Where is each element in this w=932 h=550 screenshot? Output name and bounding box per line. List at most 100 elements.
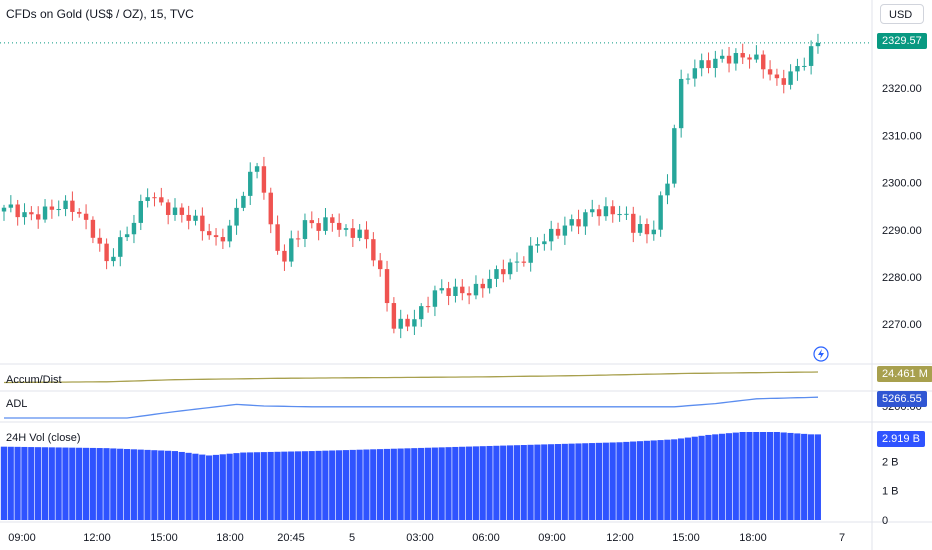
volume-bar [171, 451, 178, 520]
candle-body [241, 195, 246, 208]
volume-bar [390, 448, 397, 520]
time-tick-label: 03:00 [406, 532, 434, 544]
candle-body [90, 219, 96, 238]
volume-bar [671, 439, 678, 520]
volume-bar [479, 446, 486, 520]
candle-body [70, 200, 75, 212]
candle-body [165, 202, 171, 215]
volume-bar [548, 444, 555, 520]
candle-body [685, 78, 691, 80]
price-tick-label: 2280.00 [882, 272, 922, 284]
candle-body [323, 217, 328, 231]
volume-bar [630, 441, 637, 520]
candle-body [56, 209, 61, 211]
candle-body [179, 207, 185, 215]
volume-bar [712, 434, 719, 520]
candle-body [761, 54, 766, 70]
candle-body [234, 207, 239, 226]
volume-bar [753, 432, 760, 520]
volume-bar [383, 448, 391, 520]
volume-bar [691, 436, 698, 520]
adl-value-tag: 5266.55 [877, 391, 927, 407]
volume-bar [575, 443, 582, 520]
volume-bar [14, 446, 21, 520]
volume-bar [96, 448, 103, 520]
candle-body [692, 68, 698, 79]
volume-bar [411, 448, 418, 520]
volume-bar [281, 451, 288, 520]
volume-bar [636, 441, 644, 520]
volume-bar [349, 449, 356, 520]
currency-button[interactable]: USD [880, 4, 924, 24]
candle-body [549, 228, 554, 242]
volume-label: 24H Vol (close) [6, 432, 81, 444]
volume-bar [541, 444, 548, 520]
candle-body [795, 66, 800, 72]
candle-body [22, 212, 27, 218]
candle-body [453, 286, 458, 296]
candle-body [378, 260, 383, 270]
volume-bar [513, 445, 520, 520]
candle-body [254, 166, 260, 172]
candle-body [521, 261, 527, 263]
candle-body [371, 239, 376, 261]
candle-body [706, 60, 711, 69]
time-tick-label: 15:00 [672, 532, 700, 544]
candle-body [118, 237, 123, 257]
candle-body [487, 278, 492, 289]
time-tick-label: 5 [349, 532, 355, 544]
candle-body [425, 306, 431, 308]
volume-bar [766, 432, 774, 520]
candle-body [268, 192, 273, 225]
volume-tick-label: 1 B [882, 486, 899, 498]
volume-bar [589, 443, 596, 520]
volume-bar [773, 432, 780, 520]
volume-bar [226, 453, 233, 520]
candle-body [8, 204, 14, 208]
candle-body [213, 235, 219, 238]
volume-bar [356, 449, 363, 520]
volume-bar [219, 454, 226, 520]
volume-value-tag: 2.919 B [877, 431, 925, 447]
candle-body [480, 283, 485, 289]
candle-body [282, 250, 287, 262]
volume-bar [233, 453, 240, 520]
volume-bar [760, 432, 767, 520]
candle-body [460, 286, 465, 294]
candle-body [713, 58, 718, 69]
volume-bar [397, 448, 404, 520]
time-tick-label: 12:00 [83, 532, 111, 544]
last-price-tag: 2329.57 [877, 33, 927, 49]
volume-bar [48, 447, 55, 520]
volume-bar [267, 451, 274, 520]
volume-tick-label: 0 [882, 515, 888, 527]
volume-bar [377, 449, 384, 520]
lightning-icon [813, 346, 829, 362]
volume-bar [130, 449, 137, 520]
candle-body [172, 207, 178, 215]
candle-body [678, 78, 684, 129]
candle-body [138, 200, 143, 223]
volume-bar [698, 435, 705, 520]
volume-bar [472, 446, 479, 520]
volume-bar [664, 439, 671, 520]
candle-body [603, 206, 609, 217]
volume-bar [315, 450, 322, 520]
volume-bar [616, 442, 623, 520]
volume-bar [486, 445, 493, 520]
volume-bar [794, 433, 801, 520]
candle-body [439, 288, 444, 291]
volume-bar [103, 448, 110, 520]
volume-bar [568, 443, 575, 520]
candle-body [152, 197, 157, 199]
candle-body [227, 225, 232, 242]
candle-body [364, 229, 369, 240]
volume-bar [0, 446, 7, 520]
candle-body [473, 283, 479, 296]
candle-body [159, 197, 164, 203]
candle-body [275, 224, 280, 251]
candle-body [29, 212, 34, 215]
volume-bar [506, 445, 514, 520]
time-tick-label: 09:00 [8, 532, 36, 544]
